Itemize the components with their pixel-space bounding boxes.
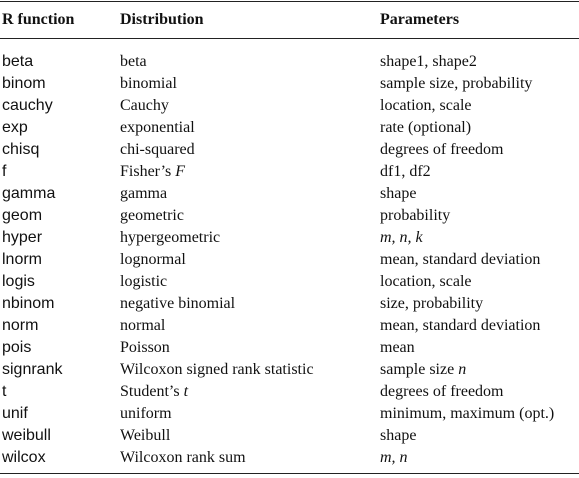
top-rule bbox=[0, 1, 579, 2]
table-cell: Poisson bbox=[120, 339, 170, 356]
table-cell: nbinom bbox=[2, 295, 55, 312]
table-cell: probability bbox=[380, 207, 451, 224]
table-cell: gamma bbox=[120, 185, 168, 202]
table-cell: lognormal bbox=[120, 251, 186, 268]
table-cell: t bbox=[2, 383, 7, 400]
cell-text: Fisher’s bbox=[120, 163, 176, 180]
table-cell: unif bbox=[2, 405, 28, 422]
table-cell: chisq bbox=[2, 141, 40, 158]
table-cell: Cauchy bbox=[120, 97, 169, 114]
table-cell: Student’s t bbox=[120, 381, 188, 403]
table-cell: sample size n bbox=[380, 359, 466, 381]
table-cell: cauchy bbox=[2, 97, 53, 114]
table-cell: exponential bbox=[120, 119, 195, 136]
table-cell: shape bbox=[380, 427, 417, 444]
table-cell: m, n bbox=[380, 447, 408, 469]
table-cell: chi-squared bbox=[120, 141, 195, 158]
table-cell: logistic bbox=[120, 273, 168, 290]
table-cell: beta bbox=[120, 53, 147, 70]
table-cell: pois bbox=[2, 339, 32, 356]
table-cell: signrank bbox=[2, 361, 63, 378]
cell-text: F bbox=[175, 163, 186, 180]
column-header: R function bbox=[2, 11, 75, 28]
table-cell: rate (optional) bbox=[380, 119, 472, 136]
cell-text: t bbox=[183, 383, 189, 400]
table-cell: negative binomial bbox=[120, 295, 236, 312]
table-cell: hyper bbox=[2, 229, 43, 246]
table-cell: weibull bbox=[2, 427, 51, 444]
table-cell: exp bbox=[2, 119, 28, 136]
table-cell: wilcox bbox=[2, 449, 46, 466]
table-cell: lnorm bbox=[2, 251, 43, 268]
table-cell: geom bbox=[2, 207, 43, 224]
table-cell: degrees of freedom bbox=[380, 383, 504, 400]
table-cell: shape1, shape2 bbox=[380, 53, 477, 70]
cell-text: n bbox=[458, 361, 467, 378]
table-cell: hypergeometric bbox=[120, 229, 221, 246]
table-cell: binom bbox=[2, 75, 46, 92]
table-cell: location, scale bbox=[380, 97, 472, 114]
cell-text: m, n, k bbox=[380, 229, 423, 246]
table-cell: norm bbox=[2, 317, 39, 334]
table-cell: geometric bbox=[120, 207, 184, 224]
column-header: Parameters bbox=[380, 11, 460, 28]
table-cell: beta bbox=[2, 53, 34, 70]
cell-text: m, n bbox=[380, 449, 408, 466]
table-cell: Wilcoxon rank sum bbox=[120, 449, 246, 466]
table-cell: mean, standard deviation bbox=[380, 251, 541, 268]
table-cell: m, n, k bbox=[380, 227, 423, 249]
cell-text: Student’s bbox=[120, 383, 184, 400]
table-cell: sample size, probability bbox=[380, 75, 533, 92]
table-cell: degrees of freedom bbox=[380, 141, 504, 158]
table-cell: shape bbox=[380, 185, 417, 202]
table-cell: size, probability bbox=[380, 295, 484, 312]
table-cell: minimum, maximum (opt.) bbox=[380, 405, 555, 422]
table-cell: f bbox=[2, 163, 7, 180]
table-cell: Fisher’s F bbox=[120, 161, 185, 183]
table-cell: location, scale bbox=[380, 273, 472, 290]
table-cell: normal bbox=[120, 317, 166, 334]
table-cell: Wilcoxon signed rank statistic bbox=[120, 361, 314, 378]
table-cell: gamma bbox=[2, 185, 56, 202]
table-cell: logis bbox=[2, 273, 35, 290]
cell-text: sample size bbox=[380, 361, 459, 378]
header-rule bbox=[0, 38, 579, 39]
bottom-rule bbox=[0, 473, 579, 474]
table-cell: uniform bbox=[120, 405, 172, 422]
table-cell: binomial bbox=[120, 75, 177, 92]
table-cell: mean, standard deviation bbox=[380, 317, 541, 334]
table-cell: Weibull bbox=[120, 427, 171, 444]
table-cell: df1, df2 bbox=[380, 163, 431, 180]
table-cell: mean bbox=[380, 339, 415, 356]
column-header: Distribution bbox=[120, 11, 204, 28]
